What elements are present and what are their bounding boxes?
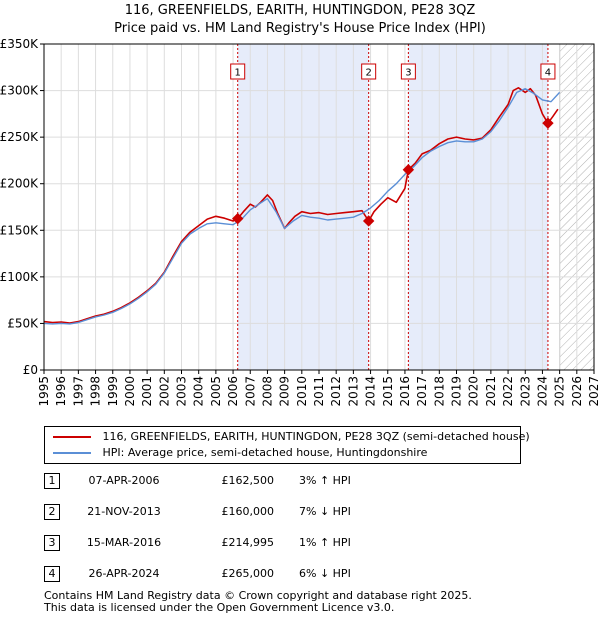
series-line-hpi: [43, 87, 561, 325]
sale-label-box: [230, 63, 246, 80]
x-tick-label: 2027: [587, 376, 600, 407]
x-tick-label: 2005: [209, 376, 223, 407]
legend-item-hpi: HPI: Average price, semi-detached house,…: [53, 445, 427, 461]
x-tick-label: 2012: [329, 376, 343, 407]
x-tick-label: 2026: [570, 376, 584, 407]
shaded-range: [237, 44, 369, 370]
sale-hpi-diff: 1% ↑ HPI: [299, 536, 351, 549]
legend-swatch-hpi: [53, 452, 91, 454]
x-tick-label: 2000: [123, 376, 137, 407]
sale-number: 2: [44, 504, 60, 520]
chart-title: 116, GREENFIELDS, EARITH, HUNTINGDON, PE…: [0, 2, 600, 38]
y-tick-label: £0: [23, 363, 38, 377]
x-tick-label: 2017: [415, 376, 429, 407]
shaded-range: [408, 44, 548, 370]
sale-number: 3: [44, 535, 60, 551]
chart-title-line2: Price paid vs. HM Land Registry's House …: [114, 21, 486, 36]
sale-row: 1 07-APR-2006 £162,500 3% ↑ HPI: [44, 473, 464, 489]
x-tick-label: 2014: [364, 376, 378, 407]
y-tick-label: £300K: [0, 84, 39, 98]
price-chart: 1 2 3 4 £0 £50K £100K £150K £200K £250K £300K £350K…: [0, 37, 600, 407]
y-tick-label: £150K: [0, 223, 39, 237]
sale-date: 15-MAR-2016: [86, 536, 162, 549]
series-line-property: [43, 87, 559, 324]
x-tick-label: 1996: [54, 376, 68, 407]
sale-date: 26-APR-2024: [88, 567, 160, 580]
x-tick-label: 2007: [243, 376, 257, 407]
x-tick-label: 2020: [467, 376, 481, 407]
x-tick-label: 2021: [484, 376, 498, 407]
x-tick-label: 2013: [346, 376, 360, 407]
sale-price: £265,000: [221, 567, 275, 580]
x-tick-label: 2008: [260, 376, 274, 407]
x-tick-label: 2004: [192, 376, 206, 407]
legend-label-property: 116, GREENFIELDS, EARITH, HUNTINGDON, PE…: [102, 430, 530, 443]
sale-point: [542, 117, 554, 129]
sale-label: 1: [235, 68, 241, 79]
x-tick-label: 2022: [501, 376, 515, 407]
x-tick-label: 2018: [432, 376, 446, 407]
plot-area: 1 2 3 4 £0 £50K £100K £150K £200K £250K £300K £350K…: [0, 37, 600, 407]
x-tick-label: 2016: [398, 376, 412, 407]
x-tick-label: 2010: [295, 376, 309, 407]
x-tick-label: 2024: [535, 376, 549, 407]
x-tick-label: 2003: [175, 376, 189, 407]
sale-row: 4 26-APR-2024 £265,000 6% ↓ HPI: [44, 566, 464, 582]
x-tick-label: 2009: [278, 376, 292, 407]
legend-swatch-property: [53, 436, 91, 438]
sale-label-box: [361, 63, 377, 80]
sale-date: 07-APR-2006: [88, 474, 160, 487]
sale-price: £214,995: [221, 536, 275, 549]
y-tick-label: £350K: [0, 37, 39, 51]
x-tick-label: 2025: [553, 376, 567, 407]
sale-row: 2 21-NOV-2013 £160,000 7% ↓ HPI: [44, 504, 464, 520]
x-tick-label: 1997: [71, 376, 85, 407]
sale-hpi-diff: 3% ↑ HPI: [299, 474, 351, 487]
y-tick-label: £250K: [0, 130, 39, 144]
sale-hpi-diff: 7% ↓ HPI: [299, 505, 351, 518]
y-tick-label: £50K: [7, 316, 39, 330]
sale-price: £160,000: [221, 505, 275, 518]
sale-hpi-diff: 6% ↓ HPI: [299, 567, 351, 580]
legend: 116, GREENFIELDS, EARITH, HUNTINGDON, PE…: [44, 426, 530, 464]
y-tick-label: £100K: [0, 270, 39, 284]
sale-label-box: [400, 63, 416, 80]
x-tick-label: 1999: [106, 376, 120, 407]
legend-label-hpi: HPI: Average price, semi-detached house,…: [102, 446, 428, 459]
x-tick-label: 2011: [312, 376, 326, 407]
sale-price: £162,500: [221, 474, 275, 487]
x-tick-label: 2019: [450, 376, 464, 407]
footer: Contains HM Land Registry data © Crown c…: [44, 590, 472, 614]
sale-label: 2: [365, 68, 371, 79]
x-tick-label: 2006: [226, 376, 240, 407]
sale-label: 3: [405, 68, 411, 79]
sale-point: [362, 215, 375, 227]
x-tick-label: 2002: [157, 376, 171, 407]
sale-date: 21-NOV-2013: [87, 505, 161, 518]
footer-line1: Contains HM Land Registry data © Crown c…: [44, 589, 472, 602]
footer-line2: This data is licensed under the Open Gov…: [44, 601, 395, 614]
x-tick-label: 2001: [140, 376, 154, 407]
chart-title-line1: 116, GREENFIELDS, EARITH, HUNTINGDON, PE…: [124, 3, 476, 18]
sale-label: 4: [545, 68, 551, 79]
x-tick-label: 2023: [518, 376, 532, 407]
sale-number: 1: [44, 473, 60, 489]
sale-label-box: [540, 63, 556, 80]
x-tick-label: 1998: [89, 376, 103, 407]
legend-item-property: 116, GREENFIELDS, EARITH, HUNTINGDON, PE…: [53, 429, 530, 445]
sale-point: [402, 164, 415, 176]
sale-number: 4: [44, 566, 60, 582]
x-tick-label: 1995: [37, 376, 51, 407]
sale-row: 3 15-MAR-2016 £214,995 1% ↑ HPI: [44, 535, 464, 551]
x-tick-label: 2015: [381, 376, 395, 407]
y-tick-label: £200K: [0, 177, 39, 191]
sale-point: [231, 212, 244, 225]
